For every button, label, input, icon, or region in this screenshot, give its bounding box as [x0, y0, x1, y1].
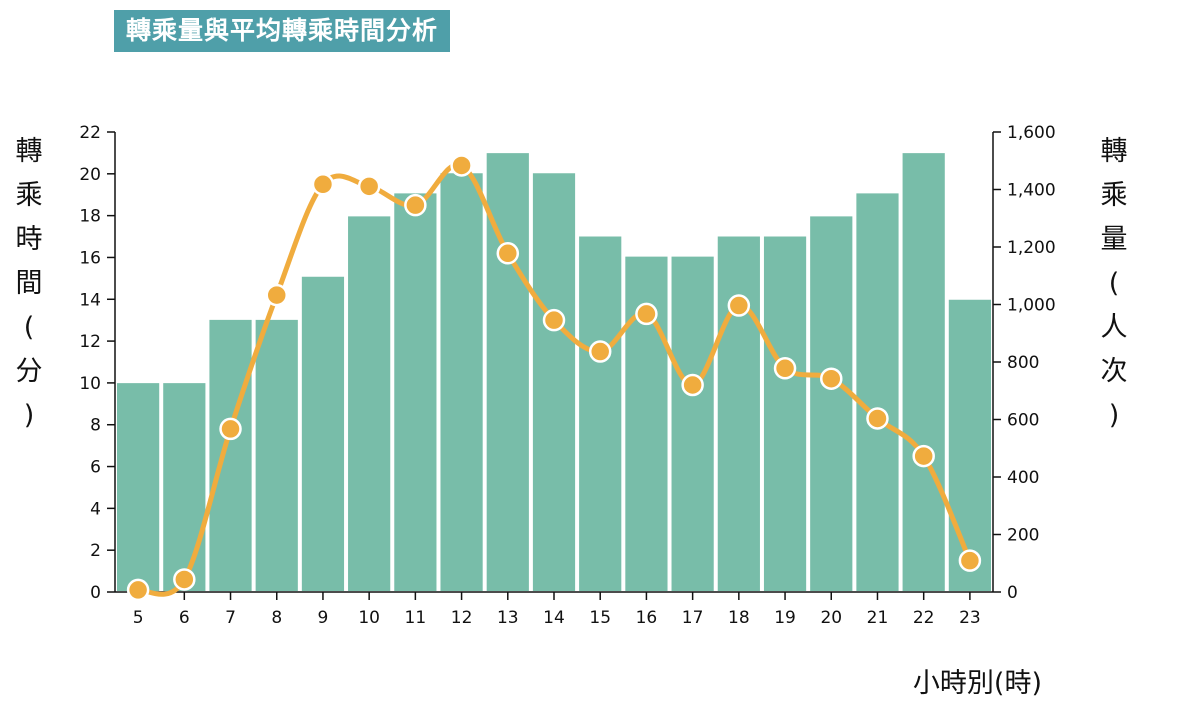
point-17 [681, 373, 704, 397]
bar-21 [854, 191, 901, 593]
bar-11 [392, 191, 439, 593]
point-15 [588, 340, 612, 363]
y-left-tick-label: 10 [79, 374, 101, 394]
x-tick-label: 19 [774, 608, 796, 628]
bar-17 [669, 254, 716, 593]
x-tick-label: 12 [451, 608, 473, 628]
point-18 [727, 294, 751, 317]
bar-15 [577, 234, 624, 593]
point-6 [173, 568, 196, 591]
y-right-tick-label: 1,400 [1007, 181, 1056, 201]
axes: 0 2 4 6 8 10 12 14 16 18 20 22 0 200 400 600 800 1,000 1,2… [79, 123, 1055, 628]
x-axis-title: 小時別(時) [913, 668, 1042, 699]
chart-title: 轉乘量與平均轉乘時間分析 [114, 10, 451, 52]
y-left-tick-label: 6 [90, 458, 101, 478]
x-tick-label: 6 [179, 608, 190, 628]
bar-20 [808, 214, 855, 593]
x-tick-label: 20 [820, 608, 842, 628]
y-right-tick-label: 400 [1007, 468, 1039, 488]
y-right-axis-title: 轉乘量(人次) [1101, 136, 1128, 431]
x-tick-label: 21 [867, 608, 889, 628]
bar-9 [299, 274, 347, 593]
bar-14 [530, 171, 578, 593]
bar-series [115, 151, 994, 593]
point-9 [311, 173, 335, 196]
point-22 [912, 444, 935, 468]
x-tick-label: 23 [959, 608, 981, 628]
bar-10 [346, 214, 393, 593]
x-tick-label: 9 [318, 608, 329, 628]
x-tick-label: 18 [728, 608, 750, 628]
bar-5 [115, 381, 162, 593]
point-13 [496, 242, 520, 265]
point-21 [866, 407, 889, 430]
point-16 [635, 302, 658, 326]
x-tick-label: 15 [589, 608, 611, 628]
bar-7 [207, 317, 254, 593]
point-7 [219, 417, 242, 441]
point-5 [126, 578, 150, 602]
x-tick-label: 14 [543, 608, 565, 628]
y-right-tick-label: 600 [1007, 411, 1039, 431]
x-tick-label: 11 [405, 608, 427, 628]
y-left-tick-label: 20 [79, 165, 101, 185]
y-right-tick-label: 800 [1007, 353, 1039, 373]
x-tick-label: 17 [682, 608, 704, 628]
y-left-tick-label: 0 [90, 583, 101, 603]
x-tick-label: 8 [271, 608, 282, 628]
y-right-tick-label: 1,600 [1007, 123, 1056, 143]
point-20 [820, 367, 843, 390]
axis-labels: 轉乘時間(分) 轉乘量(人次) 小時別(時) [16, 136, 1128, 699]
y-left-tick-label: 16 [79, 248, 101, 268]
bar-23 [946, 297, 994, 593]
x-tick-label: 7 [225, 608, 236, 628]
y-right-tick-label: 1,000 [1007, 296, 1056, 316]
x-tick-label: 16 [636, 608, 658, 628]
bar-18 [715, 234, 762, 593]
bar-12 [438, 171, 485, 593]
bar-22 [900, 151, 947, 593]
y-left-tick-label: 2 [90, 541, 101, 561]
x-tick-label: 13 [497, 608, 519, 628]
x-tick-label: 10 [358, 608, 380, 628]
bar-8 [253, 317, 300, 593]
y-left-tick-label: 14 [79, 290, 101, 310]
y-right-tick-label: 200 [1007, 526, 1039, 546]
y-left-tick-label: 4 [90, 499, 101, 519]
x-tick-label: 5 [133, 608, 144, 628]
point-23 [958, 549, 982, 572]
point-11 [404, 193, 427, 217]
y-left-tick-label: 22 [79, 123, 101, 143]
y-left-tick-label: 12 [79, 332, 101, 352]
y-left-tick-label: 18 [79, 207, 101, 227]
point-12 [450, 154, 473, 177]
y-right-tick-label: 1,200 [1007, 238, 1056, 258]
x-tick-label: 22 [913, 608, 935, 628]
y-right-tick-label: 0 [1007, 583, 1018, 603]
line-series [126, 154, 982, 602]
bar-6 [161, 381, 208, 593]
y-left-tick-label: 8 [90, 416, 101, 436]
y-left-axis-title: 轉乘時間(分) [16, 136, 43, 431]
point-8 [265, 283, 288, 307]
point-19 [773, 357, 797, 380]
bar-19 [761, 234, 809, 593]
point-14 [542, 308, 566, 332]
point-10 [357, 175, 381, 198]
